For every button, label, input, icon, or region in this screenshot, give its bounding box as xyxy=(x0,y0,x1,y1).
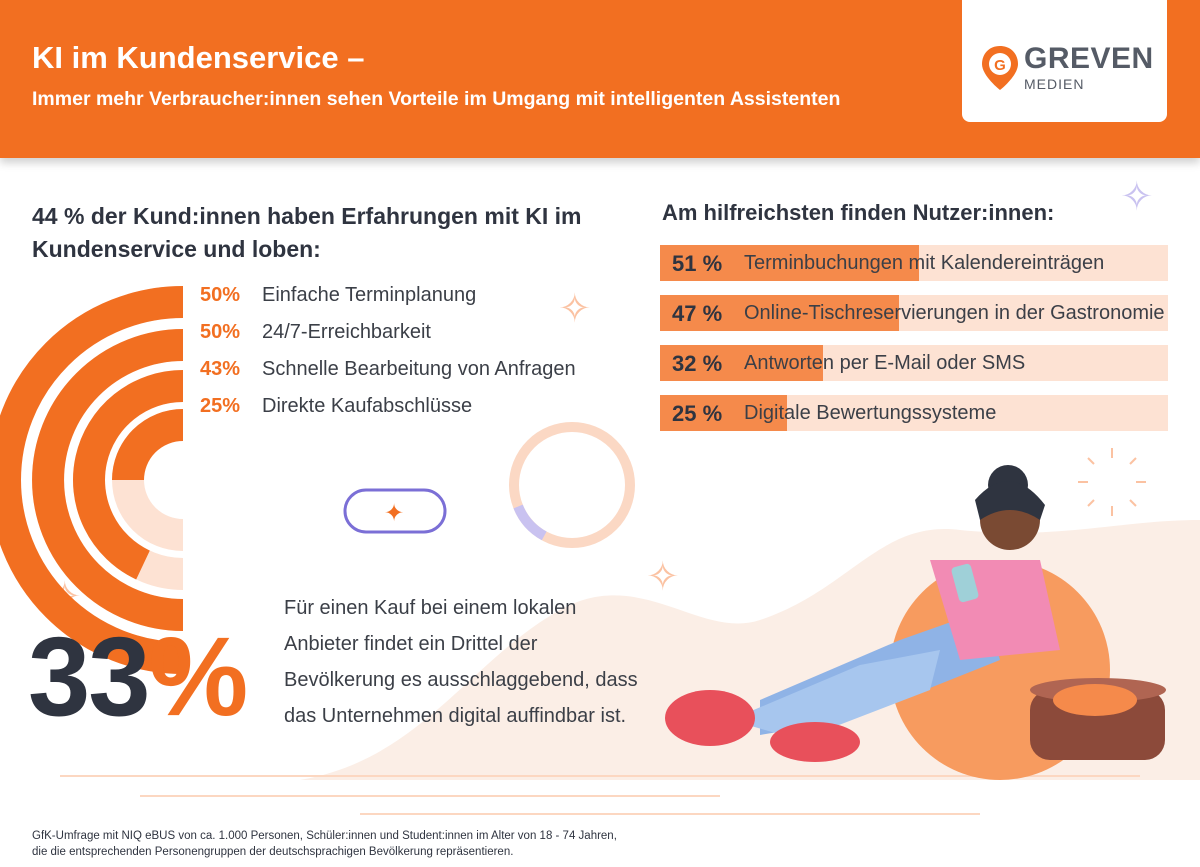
arc-segment xyxy=(73,370,184,580)
sparkle-icon: ✧ xyxy=(646,554,680,600)
legend-value: 50% xyxy=(200,283,241,306)
arc-chart-title: 44 % der Kund:innen haben Erfahrungen mi… xyxy=(32,203,582,262)
legend-label: Schnelle Bearbeitung von Anfragen xyxy=(262,357,576,380)
location-pin-icon: G xyxy=(982,46,1018,90)
sparkle-icon: ✧ xyxy=(558,286,592,332)
arc-segment xyxy=(32,329,184,631)
legend-label: 24/7-Erreichbarkeit xyxy=(262,320,431,343)
person-illustration xyxy=(665,465,1166,780)
bar-label: Terminbuchungen mit Kalendereinträgen xyxy=(744,252,1105,274)
bar-row: 47 % Online-Tischreservierungen in der Ga… xyxy=(660,295,1168,331)
arc-segment xyxy=(0,286,184,674)
bar-chart-title: Am hilfreichsten finden Nutzer:innen: xyxy=(662,200,1055,225)
legend-value: 43% xyxy=(200,357,241,380)
slipper-icon xyxy=(665,690,755,746)
bar-label: Antworten per E-Mail oder SMS xyxy=(744,352,1026,374)
bar-row: 51 % Terminbuchungen mit Kalendereinträge… xyxy=(660,245,1168,281)
footnote-line: die die entsprechenden Personengruppen d… xyxy=(32,846,514,858)
arc-segment xyxy=(112,409,184,481)
arc-chart xyxy=(0,286,184,674)
svg-text:✦: ✦ xyxy=(384,499,404,527)
logo-mark: G xyxy=(994,57,1006,74)
logo-sub: MEDIEN xyxy=(1024,76,1085,92)
highlight-unit: % xyxy=(148,614,249,739)
legend-item: 50% Einfache Terminplanung xyxy=(200,280,476,310)
logo: G GREVEN MEDIEN xyxy=(962,0,1167,122)
sparkle-icon: ✧ xyxy=(1120,174,1154,220)
legend-label: Einfache Terminplanung xyxy=(262,283,477,306)
bar-row: 25 % Digitale Bewertungssysteme xyxy=(660,395,1168,431)
chat-bubble-icon xyxy=(343,488,447,534)
legend-item: 25% Direkte Kaufabschlüsse xyxy=(200,391,472,421)
footnote: GfK-Umfrage mit NIQ eBUS von ca. 1.000 P… xyxy=(32,828,617,860)
logo-name: GREVEN xyxy=(1024,42,1154,75)
bar xyxy=(660,395,787,431)
slipper-icon xyxy=(770,722,860,762)
highlight-text: Für einen Kauf bei einem lokalen Anbiete… xyxy=(284,597,638,727)
legend-item: 50% 24/7-Erreichbarkeit xyxy=(200,317,431,347)
bar-value: 47 % xyxy=(672,301,723,326)
ring-decoration xyxy=(509,422,635,548)
legend-value: 25% xyxy=(200,394,241,417)
legend-value: 50% xyxy=(200,320,241,343)
bar-label: Online-Tischreservierungen in der Gastro… xyxy=(744,302,1165,324)
cat-icon xyxy=(1053,684,1137,716)
legend-label: Direkte Kaufabschlüsse xyxy=(262,394,473,417)
sun-rays-decoration xyxy=(1078,448,1146,516)
footnote-line: GfK-Umfrage mit NIQ eBUS von ca. 1.000 P… xyxy=(32,830,617,842)
bar-label: Digitale Bewertungssysteme xyxy=(744,402,997,424)
highlight-number: 33% xyxy=(28,612,249,741)
bar xyxy=(660,245,920,281)
bar xyxy=(660,345,823,381)
bar-row: 32 % Antworten per E-Mail oder SMS xyxy=(660,345,1168,381)
phone-icon xyxy=(951,563,979,603)
legend-item: 43% Schnelle Bearbeitung von Anfragen xyxy=(200,354,576,384)
page-title: KI im Kundenservice – xyxy=(32,40,365,75)
bar-value: 51 % xyxy=(672,251,723,276)
bar-value: 32 % xyxy=(672,351,723,376)
header-banner: KI im Kundenservice – Immer mehr Verbrau… xyxy=(0,0,1200,158)
footer-lines-decoration xyxy=(60,775,1140,815)
bar-value: 25 % xyxy=(672,401,723,426)
highlight-value: 33 xyxy=(28,614,151,739)
bar xyxy=(660,295,899,331)
page-subtitle: Immer mehr Verbraucher:innen sehen Vorte… xyxy=(32,88,841,110)
